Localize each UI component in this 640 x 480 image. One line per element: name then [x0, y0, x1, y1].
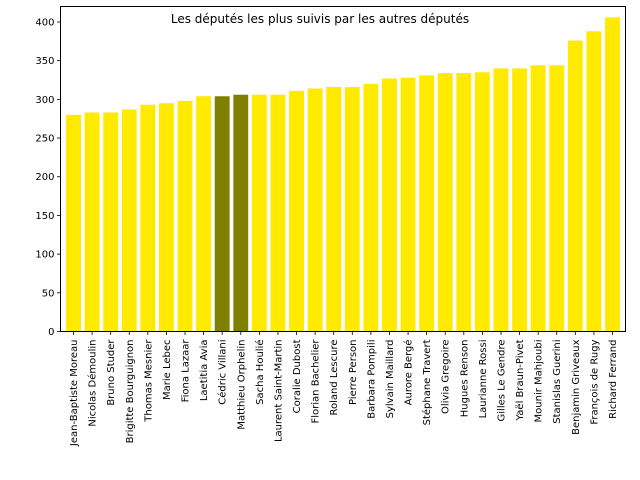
bar [474, 72, 490, 332]
y-tick-label: 300 [35, 95, 54, 106]
bar [493, 68, 509, 332]
x-tick-label: Matthieu Orphelin [236, 340, 247, 430]
y-tick-label: 200 [35, 172, 54, 183]
x-tick-label: Stéphane Travert [421, 339, 433, 425]
x-tick-label: Thomas Mesnier [143, 339, 154, 423]
y-axis: 0 50 100 150 200 250 300 350 400 [35, 17, 61, 338]
bar [159, 103, 174, 332]
bar [121, 109, 137, 332]
y-tick-label: 0 [48, 327, 54, 338]
plot-frame [60, 6, 626, 332]
x-tick-label: Pierre Person [348, 340, 359, 406]
y-tick-label: 150 [35, 211, 54, 222]
bar [512, 68, 527, 332]
x-tick-label: Benjamin Griveaux [571, 339, 582, 434]
x-tick-label: Sylvain Maillard [385, 340, 396, 419]
bar [307, 88, 323, 332]
bar [84, 112, 100, 332]
bar [437, 73, 453, 332]
x-tick-label: Jean-Baptiste Moreau [69, 340, 80, 448]
y-tick-label: 350 [35, 56, 54, 67]
bar [363, 83, 379, 332]
bar [549, 65, 565, 332]
x-tick-label: Yaël Braun-Pivet [515, 339, 526, 421]
bar [251, 94, 267, 332]
y-tick-label: 100 [35, 250, 54, 261]
x-tick-label: Fiona Lazaar [181, 339, 192, 403]
y-tick-label: 400 [35, 17, 54, 28]
chart-title: Les députés les plus suivis par les autr… [171, 12, 469, 26]
bar [270, 94, 286, 332]
bar [382, 78, 397, 332]
x-tick-label: Marie Lebec [162, 340, 173, 401]
bar [419, 75, 435, 332]
bar [586, 31, 602, 332]
x-tick-label: Nicolas Démoulin [87, 340, 99, 427]
bar [567, 40, 583, 332]
x-tick-label: Coralie Dubost [292, 339, 303, 413]
x-tick-label: Gilles Le Gendre [496, 340, 507, 422]
x-tick-label: Richard Ferrand [608, 340, 619, 419]
bar [326, 86, 342, 332]
x-tick-label: François de Rugy [589, 339, 600, 424]
x-tick-label: Olivia Gregoire [441, 340, 452, 415]
bars-group [66, 17, 620, 332]
x-tick-label: Laurent Saint-Martin [273, 340, 284, 443]
x-tick-label: Hugues Renson [459, 340, 470, 418]
x-tick-label: Sacha Houlié [254, 340, 266, 405]
bar [456, 73, 472, 332]
y-tick-label: 50 [42, 288, 55, 299]
bar [233, 94, 249, 332]
x-tick-label: Stanislas Guerini [552, 340, 563, 424]
bar [344, 86, 360, 332]
bar [177, 100, 193, 332]
bar [214, 96, 230, 332]
x-tick-label: Florian Bachelier [311, 339, 322, 424]
x-tick-label: Laurianne Rossi [478, 340, 489, 419]
x-tick-label: Bruno Studer [106, 339, 117, 406]
bar [196, 96, 212, 332]
bar [140, 104, 156, 332]
x-tick-label: Laetitia Avia [199, 340, 210, 402]
x-axis: Jean-Baptiste Moreau Nicolas Démoulin Brun… [69, 331, 619, 448]
x-tick-label: Aurore Bergé [403, 340, 415, 406]
bar [66, 114, 81, 332]
bar [605, 17, 620, 332]
x-tick-label: Cédric Villani [217, 340, 229, 405]
bar [289, 90, 304, 332]
bar [530, 65, 546, 332]
x-tick-label: Barbara Pompili [366, 340, 377, 419]
x-tick-label: Brigitte Bourguignon [125, 340, 136, 444]
bar [103, 112, 119, 332]
x-tick-label: Roland Lescure [329, 340, 340, 416]
x-tick-label: Mounir Mahjoubi [534, 340, 545, 423]
bar [400, 77, 416, 332]
y-tick-label: 250 [35, 134, 54, 145]
